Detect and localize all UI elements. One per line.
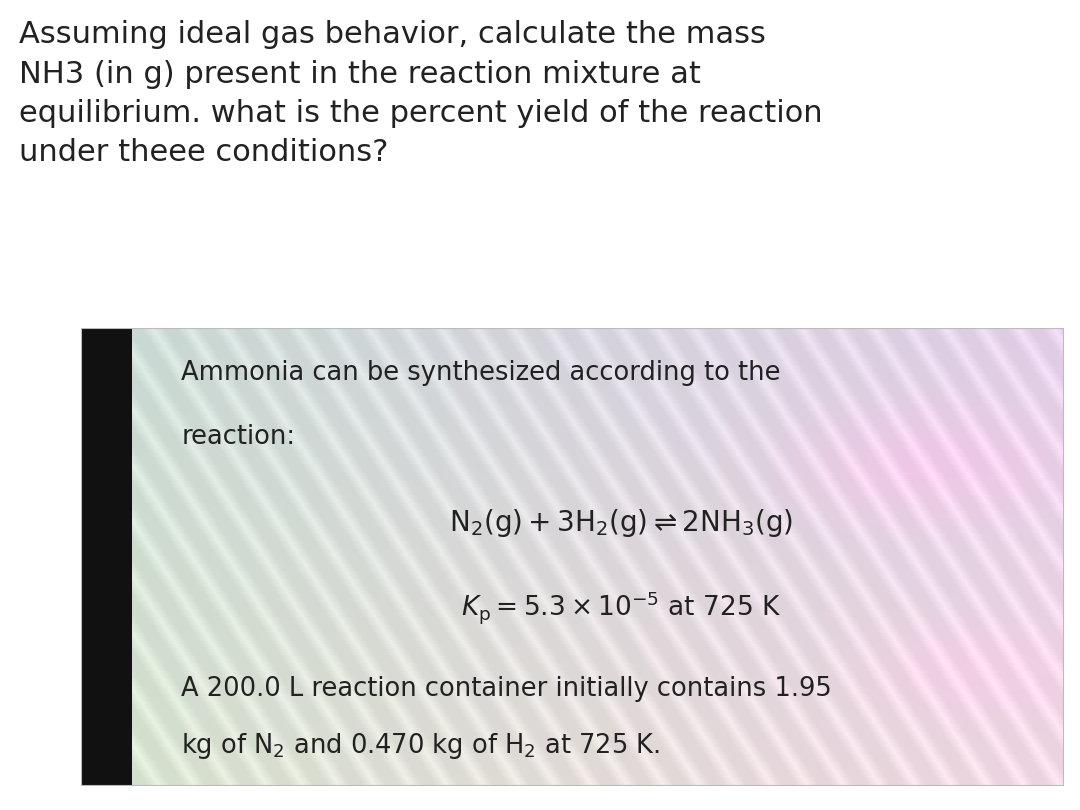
Text: Assuming ideal gas behavior, calculate the mass
NH3 (in g) present in the reacti: Assuming ideal gas behavior, calculate t… — [19, 20, 823, 168]
Text: $K_\mathrm{p} = 5.3 \times 10^{-5}\mathrm{\ at\ 725\ K}$: $K_\mathrm{p} = 5.3 \times 10^{-5}\mathr… — [461, 589, 782, 625]
Text: A 200.0 L reaction container initially contains 1.95: A 200.0 L reaction container initially c… — [181, 676, 832, 701]
Text: kg of $\mathrm{N_2}$ and 0.470 kg of $\mathrm{H_2}$ at 725 K.: kg of $\mathrm{N_2}$ and 0.470 kg of $\m… — [181, 731, 660, 761]
Bar — [81, 328, 132, 786]
Text: Ammonia can be synthesized according to the: Ammonia can be synthesized according to … — [181, 360, 781, 386]
Text: reaction:: reaction: — [181, 424, 295, 450]
Text: $\mathrm{N_2(g) + 3H_2(g) \rightleftharpoons 2NH_3(g)}$: $\mathrm{N_2(g) + 3H_2(g) \rightleftharp… — [449, 506, 794, 539]
